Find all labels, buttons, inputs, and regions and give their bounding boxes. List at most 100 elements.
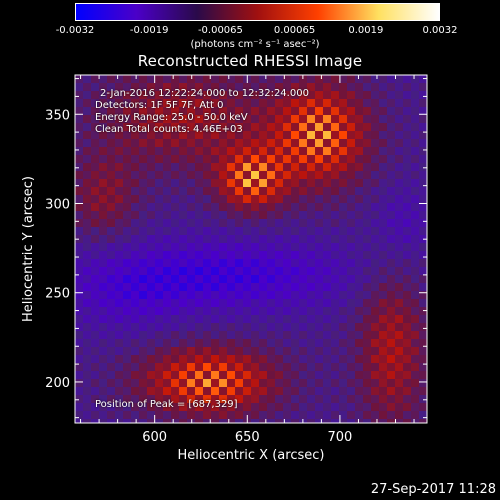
heatmap-cell [387, 107, 396, 116]
heatmap-cell [355, 363, 364, 372]
heatmap-cell [323, 115, 332, 124]
heatmap-cell [371, 211, 380, 220]
heatmap-cell [323, 219, 332, 228]
heatmap-cell [363, 243, 372, 252]
heatmap-cell [251, 323, 260, 332]
heatmap-cell [411, 355, 420, 364]
heatmap-cell [211, 323, 220, 332]
heatmap-cell [155, 371, 164, 380]
heatmap-cell [275, 147, 284, 156]
heatmap-cell [75, 211, 84, 220]
heatmap-cell [91, 339, 100, 348]
heatmap-cell [291, 371, 300, 380]
heatmap-cell [131, 259, 140, 268]
heatmap-cell [227, 307, 236, 316]
heatmap-cell [203, 251, 212, 260]
heatmap-cell [203, 283, 212, 292]
heatmap-cell [123, 267, 132, 276]
heatmap-cell [419, 371, 427, 380]
heatmap-cell [227, 243, 236, 252]
heatmap-cell [315, 251, 324, 260]
heatmap-cell [299, 371, 308, 380]
heatmap-cell [123, 187, 132, 196]
heatmap-cell [259, 243, 268, 252]
heatmap-cell [163, 155, 172, 164]
heatmap-cell [347, 363, 356, 372]
heatmap-cell [123, 339, 132, 348]
heatmap-cell [259, 275, 268, 284]
heatmap-cell [219, 355, 228, 364]
heatmap-cell [131, 379, 140, 388]
heatmap-cell [147, 259, 156, 268]
heatmap-cell [331, 91, 340, 100]
heatmap-cell [419, 171, 427, 180]
heatmap-cell [235, 227, 244, 236]
heatmap-cell [395, 339, 404, 348]
heatmap-cell [179, 251, 188, 260]
heatmap-cell [283, 147, 292, 156]
heatmap-cell [83, 139, 92, 148]
heatmap-cell [163, 187, 172, 196]
heatmap-cell [315, 195, 324, 204]
heatmap-cell [251, 131, 260, 140]
heatmap-cell [363, 155, 372, 164]
heatmap-cell [123, 331, 132, 340]
heatmap-cell [395, 155, 404, 164]
heatmap-cell [91, 419, 100, 423]
heatmap-cell [219, 291, 228, 300]
heatmap-cell [131, 211, 140, 220]
heatmap-cell [99, 291, 108, 300]
heatmap-cell [131, 347, 140, 356]
heatmap-cell [99, 139, 108, 148]
heatmap-cell [275, 275, 284, 284]
heatmap-cell [395, 419, 404, 423]
heatmap-cell [323, 419, 332, 423]
heatmap-cell [291, 307, 300, 316]
heatmap-cell [211, 219, 220, 228]
heatmap-cell [331, 371, 340, 380]
heatmap-cell [75, 403, 84, 412]
heatmap-cell [275, 307, 284, 316]
heatmap-cell [395, 355, 404, 364]
heatmap-cell [403, 99, 412, 108]
heatmap-cell [227, 147, 236, 156]
heatmap-cell [307, 299, 316, 308]
heatmap-cell [315, 323, 324, 332]
heatmap-cell [139, 211, 148, 220]
heatmap-cell [275, 371, 284, 380]
heatmap-cell [419, 203, 427, 212]
heatmap-cell [291, 259, 300, 268]
heatmap-cell [243, 323, 252, 332]
heatmap-cell [323, 163, 332, 172]
heatmap-cell [147, 195, 156, 204]
heatmap-cell [363, 395, 372, 404]
heatmap-cell [251, 371, 260, 380]
heatmap-cell [315, 227, 324, 236]
heatmap-cell [203, 219, 212, 228]
heatmap-cell [227, 275, 236, 284]
heatmap-cell [331, 299, 340, 308]
heatmap-cell [363, 75, 372, 84]
heatmap-cell [211, 347, 220, 356]
heatmap-cell [387, 139, 396, 148]
y-tick-label: 200 [45, 376, 70, 391]
heatmap-cell [243, 379, 252, 388]
heatmap-cell [179, 291, 188, 300]
heatmap-cell [123, 411, 132, 420]
heatmap-cell [243, 219, 252, 228]
heatmap-cell [315, 371, 324, 380]
heatmap-cell [211, 75, 220, 84]
heatmap-cell [251, 395, 260, 404]
heatmap-cell [411, 323, 420, 332]
heatmap-cell [187, 163, 196, 172]
heatmap-cell [307, 307, 316, 316]
heatmap-cell [219, 347, 228, 356]
heatmap-cell [243, 251, 252, 260]
heatmap-cell [355, 115, 364, 124]
heatmap-cell [275, 291, 284, 300]
heatmap-cell [187, 347, 196, 356]
heatmap-cell [299, 203, 308, 212]
heatmap-cell [339, 315, 348, 324]
heatmap-cell [147, 323, 156, 332]
heatmap-cell [419, 339, 427, 348]
